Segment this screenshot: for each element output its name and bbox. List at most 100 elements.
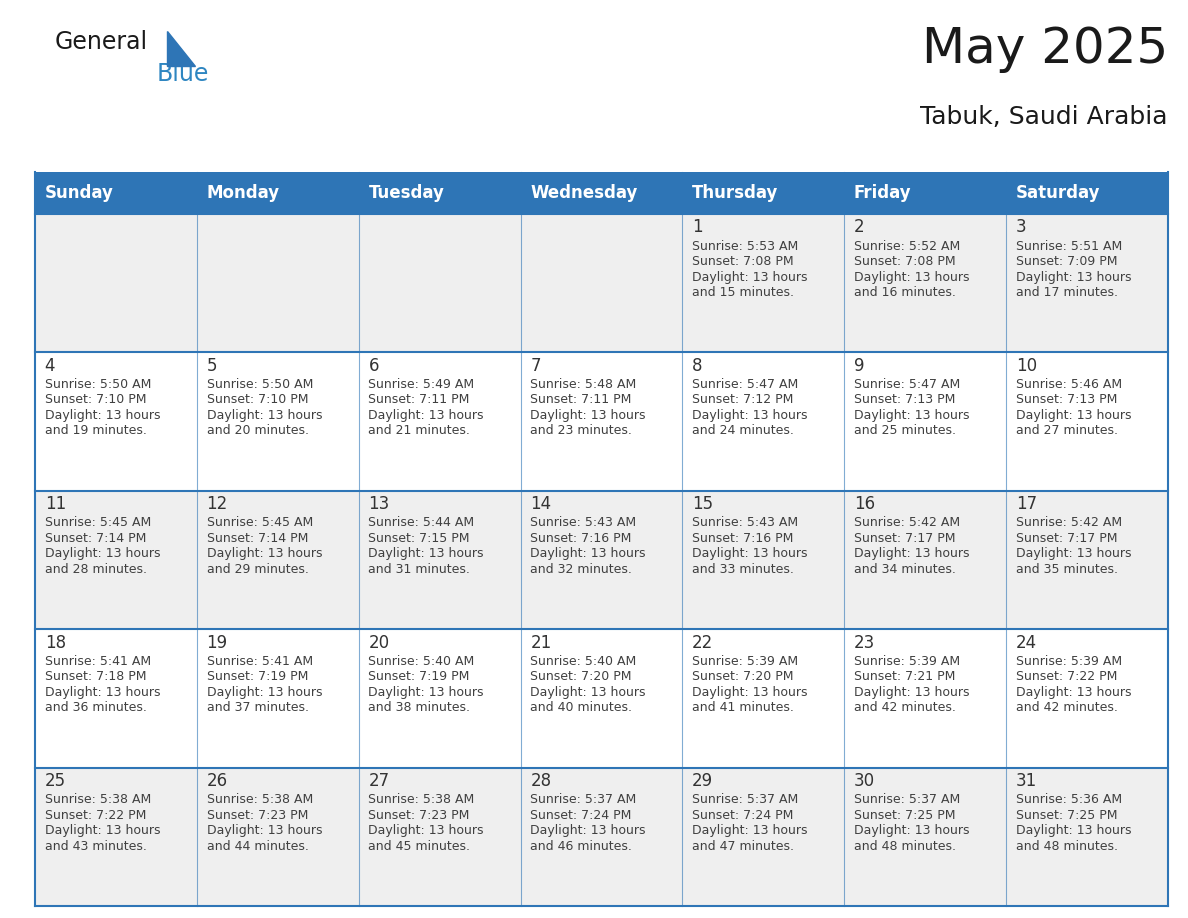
Bar xyxy=(34,214,197,353)
Text: Sunrise: 5:37 AM: Sunrise: 5:37 AM xyxy=(854,793,960,806)
Text: Wednesday: Wednesday xyxy=(530,184,638,202)
Text: 22: 22 xyxy=(693,633,713,652)
Text: and 42 minutes.: and 42 minutes. xyxy=(1016,701,1118,714)
Text: Sunset: 7:14 PM: Sunset: 7:14 PM xyxy=(207,532,308,544)
Text: Sunrise: 5:39 AM: Sunrise: 5:39 AM xyxy=(693,655,798,667)
Text: Blue: Blue xyxy=(157,62,209,86)
Bar xyxy=(520,767,682,906)
Text: 1: 1 xyxy=(693,218,703,237)
Text: Sunset: 7:09 PM: Sunset: 7:09 PM xyxy=(1016,255,1118,268)
Text: Daylight: 13 hours: Daylight: 13 hours xyxy=(854,547,969,560)
Text: Daylight: 13 hours: Daylight: 13 hours xyxy=(854,824,969,837)
Text: Sunrise: 5:38 AM: Sunrise: 5:38 AM xyxy=(45,793,151,806)
Text: Daylight: 13 hours: Daylight: 13 hours xyxy=(368,824,484,837)
Bar xyxy=(197,172,359,214)
Text: Sunrise: 5:53 AM: Sunrise: 5:53 AM xyxy=(693,240,798,252)
Bar xyxy=(520,629,682,767)
Text: 10: 10 xyxy=(1016,357,1037,375)
Text: Sunrise: 5:45 AM: Sunrise: 5:45 AM xyxy=(207,516,312,530)
Text: and 48 minutes.: and 48 minutes. xyxy=(854,840,956,853)
Text: Sunset: 7:17 PM: Sunset: 7:17 PM xyxy=(1016,532,1118,544)
Text: Sunrise: 5:42 AM: Sunrise: 5:42 AM xyxy=(854,516,960,530)
Text: and 28 minutes.: and 28 minutes. xyxy=(45,563,146,576)
Text: and 29 minutes.: and 29 minutes. xyxy=(207,563,309,576)
Bar xyxy=(1006,172,1168,214)
Bar xyxy=(845,353,1006,491)
Text: Daylight: 13 hours: Daylight: 13 hours xyxy=(854,686,969,699)
Text: Sunrise: 5:36 AM: Sunrise: 5:36 AM xyxy=(1016,793,1121,806)
Bar xyxy=(359,491,520,629)
Text: Sunrise: 5:40 AM: Sunrise: 5:40 AM xyxy=(368,655,475,667)
Text: and 23 minutes.: and 23 minutes. xyxy=(530,424,632,437)
Text: Sunrise: 5:52 AM: Sunrise: 5:52 AM xyxy=(854,240,960,252)
Bar xyxy=(359,353,520,491)
Text: and 21 minutes.: and 21 minutes. xyxy=(368,424,470,437)
Text: Sunrise: 5:37 AM: Sunrise: 5:37 AM xyxy=(530,793,637,806)
Text: Sunrise: 5:39 AM: Sunrise: 5:39 AM xyxy=(1016,655,1121,667)
Text: 5: 5 xyxy=(207,357,217,375)
Text: Sunset: 7:11 PM: Sunset: 7:11 PM xyxy=(368,394,469,407)
Text: Daylight: 13 hours: Daylight: 13 hours xyxy=(693,824,808,837)
Text: Sunrise: 5:49 AM: Sunrise: 5:49 AM xyxy=(368,378,474,391)
Text: Daylight: 13 hours: Daylight: 13 hours xyxy=(1016,409,1131,422)
Text: 4: 4 xyxy=(45,357,55,375)
Text: Daylight: 13 hours: Daylight: 13 hours xyxy=(368,547,484,560)
Bar xyxy=(845,767,1006,906)
Text: Daylight: 13 hours: Daylight: 13 hours xyxy=(854,409,969,422)
Text: Friday: Friday xyxy=(854,184,911,202)
Bar xyxy=(197,767,359,906)
Text: and 16 minutes.: and 16 minutes. xyxy=(854,286,956,299)
Text: Daylight: 13 hours: Daylight: 13 hours xyxy=(207,547,322,560)
Text: 25: 25 xyxy=(45,772,65,790)
Bar xyxy=(845,491,1006,629)
Text: 24: 24 xyxy=(1016,633,1037,652)
Text: and 25 minutes.: and 25 minutes. xyxy=(854,424,956,437)
Bar xyxy=(197,491,359,629)
Text: Daylight: 13 hours: Daylight: 13 hours xyxy=(693,686,808,699)
Text: Sunrise: 5:43 AM: Sunrise: 5:43 AM xyxy=(530,516,637,530)
Text: Sunset: 7:23 PM: Sunset: 7:23 PM xyxy=(207,809,308,822)
Text: 27: 27 xyxy=(368,772,390,790)
Text: Sunset: 7:13 PM: Sunset: 7:13 PM xyxy=(1016,394,1117,407)
Text: Daylight: 13 hours: Daylight: 13 hours xyxy=(530,824,646,837)
Text: Daylight: 13 hours: Daylight: 13 hours xyxy=(1016,686,1131,699)
Text: Sunset: 7:25 PM: Sunset: 7:25 PM xyxy=(854,809,955,822)
Text: Sunset: 7:22 PM: Sunset: 7:22 PM xyxy=(45,809,146,822)
Text: Daylight: 13 hours: Daylight: 13 hours xyxy=(368,409,484,422)
Text: Sunset: 7:17 PM: Sunset: 7:17 PM xyxy=(854,532,955,544)
Bar xyxy=(845,214,1006,353)
Text: and 36 minutes.: and 36 minutes. xyxy=(45,701,146,714)
Text: 17: 17 xyxy=(1016,496,1037,513)
Text: Daylight: 13 hours: Daylight: 13 hours xyxy=(1016,271,1131,284)
Text: Sunrise: 5:50 AM: Sunrise: 5:50 AM xyxy=(45,378,151,391)
Text: Sunset: 7:14 PM: Sunset: 7:14 PM xyxy=(45,532,146,544)
Text: General: General xyxy=(55,30,148,54)
Text: Sunrise: 5:45 AM: Sunrise: 5:45 AM xyxy=(45,516,151,530)
Text: 3: 3 xyxy=(1016,218,1026,237)
Bar xyxy=(520,172,682,214)
Text: Sunrise: 5:44 AM: Sunrise: 5:44 AM xyxy=(368,516,474,530)
Text: Sunset: 7:24 PM: Sunset: 7:24 PM xyxy=(693,809,794,822)
Text: Sunset: 7:19 PM: Sunset: 7:19 PM xyxy=(368,670,469,683)
Text: Sunrise: 5:48 AM: Sunrise: 5:48 AM xyxy=(530,378,637,391)
Bar xyxy=(1006,491,1168,629)
Text: and 34 minutes.: and 34 minutes. xyxy=(854,563,956,576)
Text: 29: 29 xyxy=(693,772,713,790)
Text: 16: 16 xyxy=(854,496,876,513)
Polygon shape xyxy=(168,31,195,66)
Text: 7: 7 xyxy=(530,357,541,375)
Text: and 38 minutes.: and 38 minutes. xyxy=(368,701,470,714)
Text: Sunset: 7:24 PM: Sunset: 7:24 PM xyxy=(530,809,632,822)
Text: and 40 minutes.: and 40 minutes. xyxy=(530,701,632,714)
Text: and 45 minutes.: and 45 minutes. xyxy=(368,840,470,853)
Text: Sunrise: 5:40 AM: Sunrise: 5:40 AM xyxy=(530,655,637,667)
Text: and 35 minutes.: and 35 minutes. xyxy=(1016,563,1118,576)
Bar xyxy=(1006,767,1168,906)
Bar xyxy=(34,172,197,214)
Text: Sunrise: 5:46 AM: Sunrise: 5:46 AM xyxy=(1016,378,1121,391)
Text: Sunrise: 5:37 AM: Sunrise: 5:37 AM xyxy=(693,793,798,806)
Bar xyxy=(1006,629,1168,767)
Bar xyxy=(845,629,1006,767)
Text: Daylight: 13 hours: Daylight: 13 hours xyxy=(207,409,322,422)
Text: 21: 21 xyxy=(530,633,551,652)
